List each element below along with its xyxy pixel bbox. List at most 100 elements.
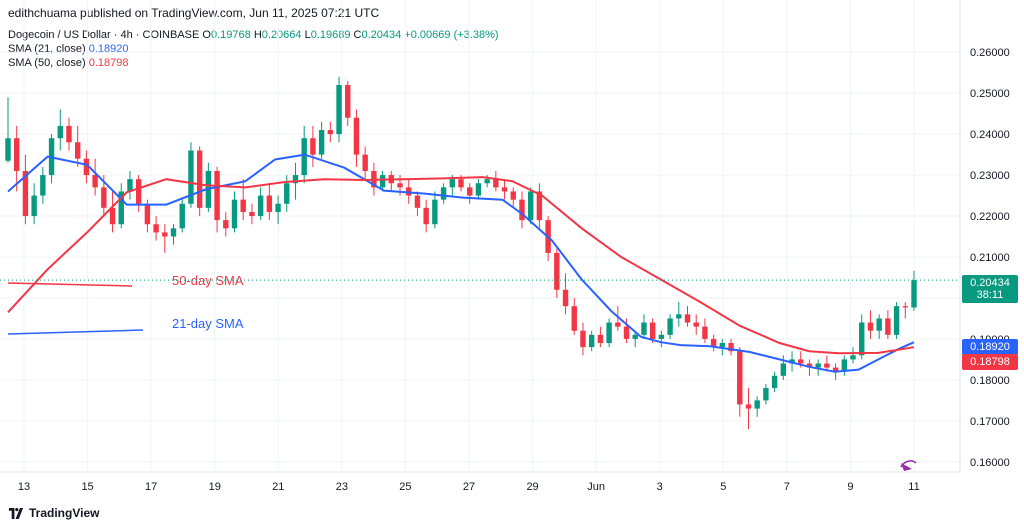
tradingview-logo-icon[interactable] [8,507,24,519]
candle-body [327,130,334,135]
candle-body [606,322,612,344]
candle-body [179,203,185,229]
footer: TradingView [8,506,99,520]
candle-body [588,334,595,348]
candle-body [867,322,874,331]
moving-averages [7,153,915,373]
candle-body [536,191,543,221]
candle-body [170,228,177,237]
sma50-value: 0.18798 [88,57,129,69]
candle-body [527,191,534,221]
high-value: 0.20664 [261,29,302,41]
legend: Dogecoin / US Dollar · 4h · COINBASE O0.… [8,28,499,70]
current-price-value: 0.20434 [970,277,1010,289]
candle-body [554,252,560,290]
candle-body [562,289,569,307]
candle-body [66,125,72,143]
sma21-annotation-text[interactable]: 21-day SMA [172,316,244,331]
time-tick-label: 7 [784,481,790,493]
candle-body [318,130,325,155]
candle-body [806,363,813,368]
candle-body [467,187,473,196]
candle-body [693,322,699,327]
candle-body [118,191,124,225]
candle-body [902,306,908,308]
low-value: 0.19689 [310,29,351,41]
candle-body [423,207,429,225]
change-value: +0.00669 (+3.38%) [404,29,499,41]
candle-body [196,150,203,208]
sma21-line[interactable] [7,153,915,373]
candle-body [397,183,403,188]
time-tick-label: 11 [908,481,919,493]
candle-body [83,158,90,176]
candle-body [850,355,856,360]
candle-body [841,359,848,372]
replay-icon[interactable] [900,460,917,471]
candle-body [798,359,804,364]
sma21-price-badge[interactable]: 0.18920 [962,339,1018,355]
bar-countdown: 38:11 [976,289,1004,301]
time-tick-label: 21 [272,481,284,493]
price-tick-label: 0.24000 [970,129,1010,141]
candle-body [188,150,194,204]
time-tick-label: 27 [463,481,475,493]
candle-body [824,363,830,368]
candle-body [275,203,281,212]
candle-body [893,306,900,335]
candle-body [458,179,464,188]
candle-body [737,351,743,405]
time-tick-label: 17 [145,481,157,493]
candle-body [754,400,760,409]
candle-body [310,138,316,155]
sma50-annotation-text[interactable]: 50-day SMA [172,273,244,288]
time-tick-label: 13 [18,481,30,493]
candle-body [266,195,273,212]
sma50-label: SMA (50, close) [8,57,86,69]
close-value: 0.20434 [361,29,402,41]
candle-body [223,220,229,229]
price-tick-label: 0.17000 [970,416,1010,428]
candle-body [702,326,708,339]
brand-name[interactable]: TradingView [29,506,100,520]
candle-body [432,199,438,225]
candle-body [501,187,508,192]
candle-body [353,117,360,155]
candle-body [153,224,159,233]
candle-body [31,195,37,217]
price-axis[interactable]: 0.26000 0.25000 0.24000 0.23000 0.22000 0.210… [970,47,1010,469]
candle-body [815,363,821,368]
time-tick-label: 23 [336,481,348,493]
candle-body [832,367,839,372]
candle-body [449,179,455,188]
candle-body [676,314,682,319]
annotations: 50-day SMA 21-day SMA [7,273,244,335]
candle-body [519,199,525,221]
sma50-line[interactable] [7,176,915,355]
price-tick-label: 0.16000 [970,457,1010,469]
legend-sma50-row[interactable]: SMA (50, close) 0.18798 [8,56,499,70]
current-price-badge[interactable]: 0.20434 38:11 [962,275,1018,303]
high-label: H [253,29,262,41]
candle-body [885,318,891,335]
time-tick-label: 29 [526,481,538,493]
candle-body [719,343,726,348]
candle-body [493,179,499,188]
candles [5,76,917,430]
price-tick-label: 0.18000 [970,375,1010,387]
time-axis[interactable]: 13 15 17 19 21 23 25 27 29 Jun 3 5 7 9 11 [18,481,920,493]
candle-body [345,84,351,118]
sma21-annotation-line[interactable] [7,329,144,335]
sma50-annotation-line[interactable] [7,282,133,287]
sma50-price-badge[interactable]: 0.18798 [962,354,1018,370]
candle-body [728,343,734,352]
candle-body [249,211,255,217]
candle-body [667,318,673,335]
candle-body [876,318,882,331]
time-tick-label: 9 [847,481,853,493]
close-label: C [353,29,362,41]
time-tick-label: 3 [657,481,663,493]
publisher-header: edithchuama published on TradingView.com… [8,6,380,20]
candle-body [658,334,665,339]
